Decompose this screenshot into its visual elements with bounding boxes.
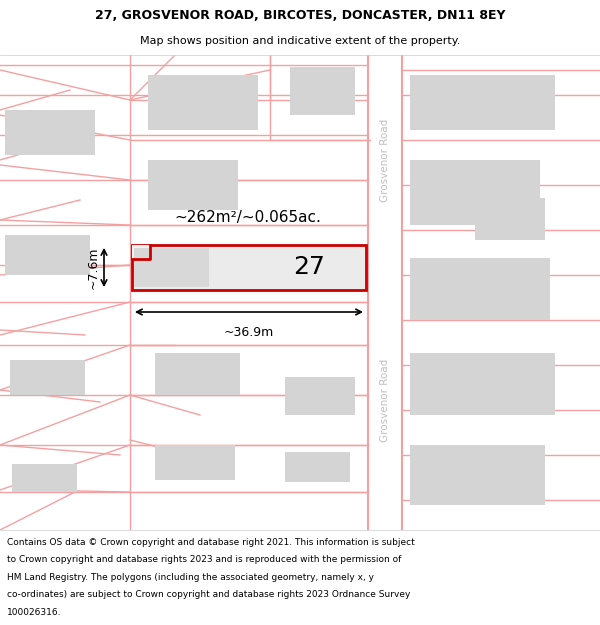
Bar xyxy=(12,464,77,492)
Text: 27: 27 xyxy=(293,256,325,279)
Bar xyxy=(410,258,550,320)
Text: Contains OS data © Crown copyright and database right 2021. This information is : Contains OS data © Crown copyright and d… xyxy=(7,538,415,547)
Text: Grosvenor Road: Grosvenor Road xyxy=(380,358,390,442)
Text: HM Land Registry. The polygons (including the associated geometry, namely x, y: HM Land Registry. The polygons (includin… xyxy=(7,572,374,582)
Bar xyxy=(155,445,235,480)
Text: Grosvenor Road: Grosvenor Road xyxy=(380,118,390,202)
Bar xyxy=(285,452,350,482)
Text: co-ordinates) are subject to Crown copyright and database rights 2023 Ordnance S: co-ordinates) are subject to Crown copyr… xyxy=(7,591,410,599)
Bar xyxy=(5,110,95,155)
Bar xyxy=(5,235,90,275)
Text: 27, GROSVENOR ROAD, BIRCOTES, DONCASTER, DN11 8EY: 27, GROSVENOR ROAD, BIRCOTES, DONCASTER,… xyxy=(95,9,505,22)
Bar xyxy=(148,160,238,210)
Text: ~7.6m: ~7.6m xyxy=(87,246,100,289)
Text: to Crown copyright and database rights 2023 and is reproduced with the permissio: to Crown copyright and database rights 2… xyxy=(7,555,401,564)
Bar xyxy=(410,445,545,505)
Bar xyxy=(410,353,555,415)
Bar xyxy=(285,377,355,415)
Text: 100026316.: 100026316. xyxy=(7,608,62,617)
Bar xyxy=(132,245,150,259)
Text: Map shows position and indicative extent of the property.: Map shows position and indicative extent… xyxy=(140,36,460,46)
Bar xyxy=(134,248,209,287)
Bar xyxy=(410,75,555,130)
Bar xyxy=(290,67,355,115)
Bar xyxy=(132,245,366,290)
Bar xyxy=(155,353,240,395)
Bar xyxy=(148,75,258,130)
Bar xyxy=(475,198,545,240)
Text: ~262m²/~0.065ac.: ~262m²/~0.065ac. xyxy=(175,210,322,225)
Bar xyxy=(368,55,402,530)
Bar xyxy=(410,160,540,225)
Text: ~36.9m: ~36.9m xyxy=(224,326,274,339)
Bar xyxy=(10,360,85,395)
